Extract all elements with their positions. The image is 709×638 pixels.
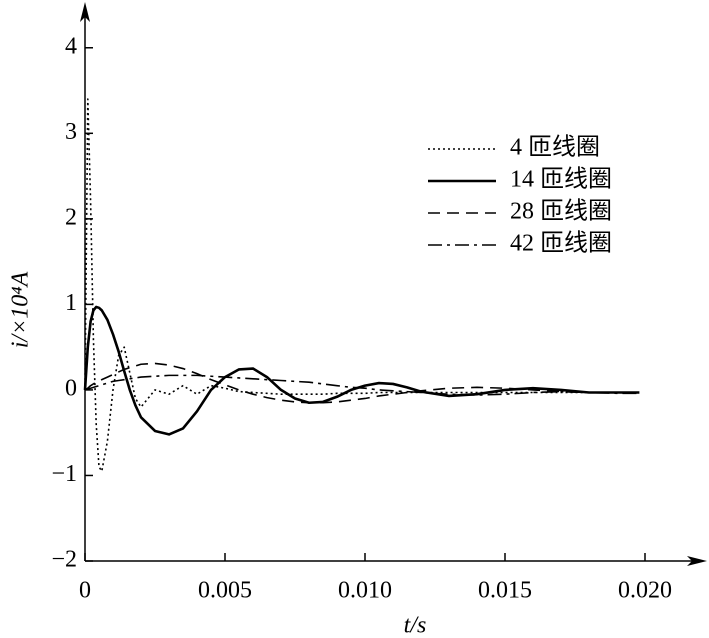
y-tick-label: 1	[65, 290, 77, 316]
x-axis-arrow	[687, 556, 707, 566]
legend-label: 42 匝线圈	[510, 230, 612, 257]
series-line	[84, 362, 640, 404]
y-axis-arrow	[80, 2, 90, 22]
x-tick-label: 0.005	[198, 578, 252, 604]
x-tick-label: 0	[79, 578, 91, 604]
series-line	[84, 374, 640, 396]
legend-label: 4 匝线圈	[510, 134, 600, 161]
x-axis-label: t/s	[404, 613, 427, 638]
x-tick-label: 0.020	[618, 578, 672, 604]
legend-label: 14 匝线圈	[510, 166, 612, 193]
legend-label: 28 匝线圈	[510, 198, 612, 225]
x-tick-label: 0.010	[338, 578, 392, 604]
series-line	[83, 305, 640, 436]
y-tick-label: 2	[65, 204, 77, 230]
y-tick-label: 3	[65, 119, 77, 145]
y-axis-label: i/×10⁴A	[8, 271, 34, 348]
y-tick-label: −2	[51, 547, 77, 573]
y-tick-label: 4	[65, 33, 77, 59]
x-tick-label: 0.015	[478, 578, 532, 604]
y-tick-label: −1	[51, 461, 77, 487]
y-tick-label: 0	[65, 375, 77, 401]
